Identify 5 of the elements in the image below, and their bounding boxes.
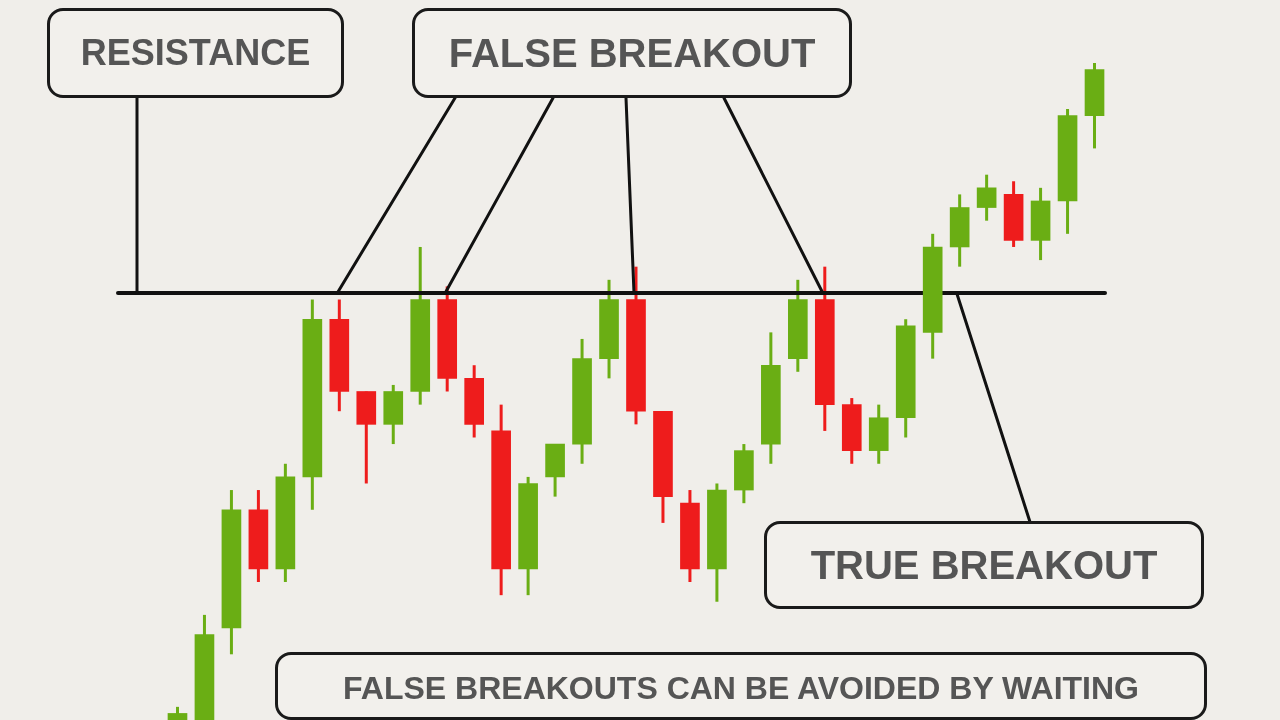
callout-box: FALSE BREAKOUT <box>412 8 852 98</box>
candlestick <box>976 174 997 221</box>
callout-box: FALSE BREAKOUTS CAN BE AVOIDED BY WAITING <box>275 652 1207 720</box>
callout-box: RESISTANCE <box>47 8 344 98</box>
callout-box: TRUE BREAKOUT <box>764 521 1204 609</box>
